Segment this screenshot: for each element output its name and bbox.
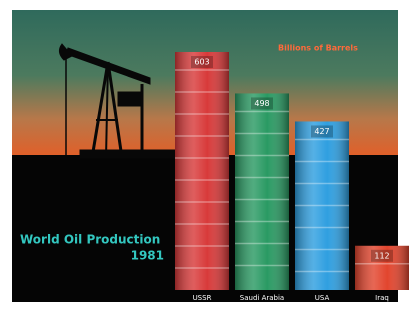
unit-label: Billions of Barrels — [278, 44, 358, 53]
chart-subtitle: 1981 — [131, 249, 164, 263]
bar-shade — [175, 52, 229, 290]
value-label: 498 — [254, 99, 269, 108]
bar-shade — [235, 93, 289, 290]
value-label: 112 — [374, 251, 389, 260]
x-tick-label: USA — [315, 294, 330, 302]
chart: Billions of Barrels World Oil Production… — [0, 0, 410, 318]
chart-title: World Oil Production — [20, 233, 160, 247]
value-label: 427 — [314, 127, 329, 136]
x-tick-label: USSR — [193, 294, 212, 302]
value-label: 603 — [194, 58, 209, 67]
x-tick-label: Saudi Arabia — [240, 294, 284, 302]
page: {"chart_data": {"type": "bar", "title": … — [0, 0, 410, 318]
x-tick-label: Iraq — [375, 294, 389, 302]
